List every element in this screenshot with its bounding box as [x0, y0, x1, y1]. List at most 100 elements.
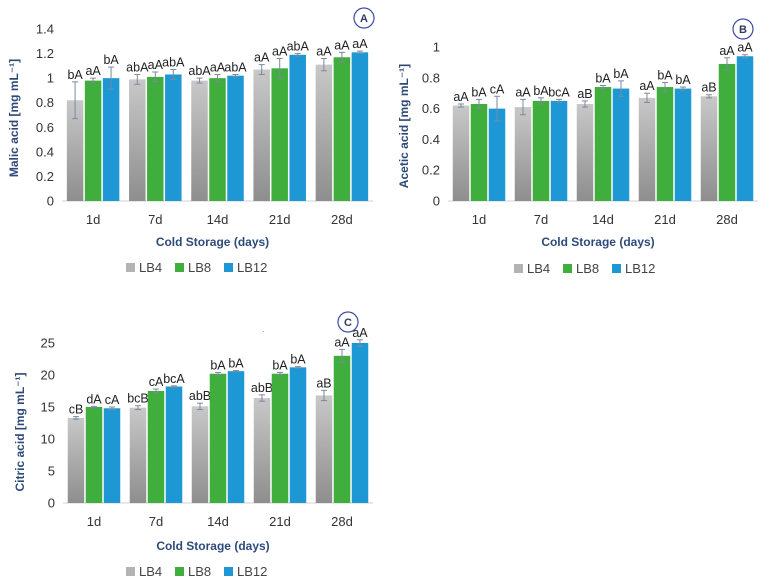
significance-label: bcA	[548, 85, 570, 99]
bar-lb8-21d	[656, 87, 674, 201]
bar-lb4-1d	[67, 417, 85, 503]
bar-lb12-21d	[674, 88, 692, 201]
x-tick-label: 7d	[534, 212, 548, 227]
bar-lb12-1d	[102, 78, 120, 201]
x-tick-label: 21d	[654, 212, 676, 227]
bar-lb12-28d	[351, 52, 369, 201]
x-tick-label: 21d	[269, 212, 291, 227]
stray-dot: .	[262, 325, 264, 334]
bar-lb12-21d	[289, 54, 306, 201]
legend-label-lb4: LB4	[139, 564, 162, 579]
x-tick-label: 28d	[331, 212, 353, 227]
bar-lb8-1d	[84, 80, 102, 201]
y-tick-label: 5	[48, 464, 55, 479]
legend-label-lb4: LB4	[527, 261, 550, 276]
significance-label: bA	[595, 72, 611, 86]
legend-swatch-lb12	[612, 264, 621, 273]
significance-label: aA	[719, 44, 735, 58]
bar-lb12-7d	[165, 386, 183, 503]
significance-label: abA	[162, 56, 185, 70]
legend-swatch-lb4	[514, 264, 523, 273]
y-tick-label: 1	[433, 40, 440, 55]
significance-label: aA	[334, 38, 350, 52]
bar-lb8-28d	[333, 355, 351, 503]
y-tick-label: 0.2	[422, 163, 440, 178]
bar-lb8-7d	[532, 100, 550, 201]
y-tick-label: 1.4	[36, 22, 54, 37]
bar-lb4-28d	[700, 96, 718, 201]
significance-label: abA	[287, 40, 310, 54]
significance-label: bA	[471, 85, 487, 99]
y-tick-label: 15	[41, 400, 55, 415]
bar-lb4-7d	[129, 79, 146, 201]
bar-lb12-1d	[103, 408, 121, 503]
significance-label: cB	[69, 403, 84, 417]
bar-lb12-7d	[550, 100, 568, 201]
legend-swatch-lb8	[563, 264, 572, 273]
bar-lb4-28d	[315, 64, 333, 201]
panel-letter: C	[344, 317, 352, 329]
y-tick-label: 0.8	[422, 70, 440, 85]
x-tick-label: 1d	[86, 212, 100, 227]
significance-label: bA	[613, 67, 629, 81]
legend-label-lb4: LB4	[139, 260, 162, 275]
y-tick-label: 0	[433, 194, 440, 209]
bar-lb8-14d	[594, 87, 612, 201]
legend-swatch-lb12	[224, 263, 233, 272]
x-axis-title: Cold Storage (days)	[156, 235, 269, 249]
significance-label: bA	[675, 73, 691, 87]
significance-label: aA	[352, 326, 368, 340]
bar-lb12-28d	[736, 56, 754, 201]
bar-lb8-28d	[333, 57, 351, 201]
significance-label: bA	[272, 358, 288, 372]
x-tick-label: 7d	[148, 212, 162, 227]
significance-label: aA	[352, 37, 368, 51]
significance-label: aA	[334, 335, 350, 349]
bar-lb12-7d	[165, 74, 182, 201]
y-tick-label: 20	[41, 368, 55, 383]
y-tick-label: 0.6	[36, 120, 54, 135]
significance-label: abA	[188, 64, 211, 78]
bar-lb4-7d	[129, 407, 147, 503]
bar-lb4-21d	[253, 398, 271, 503]
significance-label: aA	[85, 64, 101, 78]
bar-lb12-14d	[612, 88, 630, 201]
legend-label-lb8: LB8	[188, 260, 211, 275]
y-tick-label: 0.2	[36, 169, 54, 184]
y-tick-label: 10	[41, 432, 55, 447]
significance-label: aA	[272, 44, 288, 58]
bar-lb4-14d	[576, 103, 594, 201]
y-tick-label: 0.4	[422, 132, 440, 147]
legend-swatch-lb4	[126, 567, 135, 576]
significance-label: abB	[251, 381, 273, 395]
significance-label: bA	[210, 358, 226, 372]
significance-label: abA	[224, 60, 247, 74]
significance-label: bA	[228, 357, 244, 371]
y-axis-title: Citric acid [mg mL⁻¹]	[13, 372, 27, 491]
bar-lb8-7d	[147, 391, 165, 503]
significance-label: bA	[67, 68, 83, 82]
significance-label: aA	[254, 51, 270, 65]
x-tick-label: 7d	[149, 514, 163, 529]
x-tick-label: 21d	[269, 514, 291, 529]
bar-lb8-1d	[85, 407, 103, 503]
significance-label: bcB	[127, 392, 149, 406]
bar-lb8-14d	[209, 78, 226, 201]
legend-swatch-lb8	[175, 567, 184, 576]
significance-label: cA	[149, 375, 164, 389]
bar-lb4-14d	[191, 406, 209, 503]
bar-lb8-28d	[718, 63, 736, 201]
bar-lb12-28d	[351, 343, 369, 503]
bar-lb8-21d	[271, 373, 289, 503]
significance-label: aB	[577, 87, 592, 101]
x-tick-label: 28d	[331, 514, 353, 529]
significance-label: aA	[453, 90, 469, 104]
x-tick-label: 1d	[472, 212, 486, 227]
x-tick-label: 14d	[592, 212, 614, 227]
bar-lb8-7d	[147, 76, 164, 201]
y-axis-title: Malic acid [mg mL⁻¹]	[7, 59, 21, 177]
significance-label: bA	[103, 53, 119, 67]
